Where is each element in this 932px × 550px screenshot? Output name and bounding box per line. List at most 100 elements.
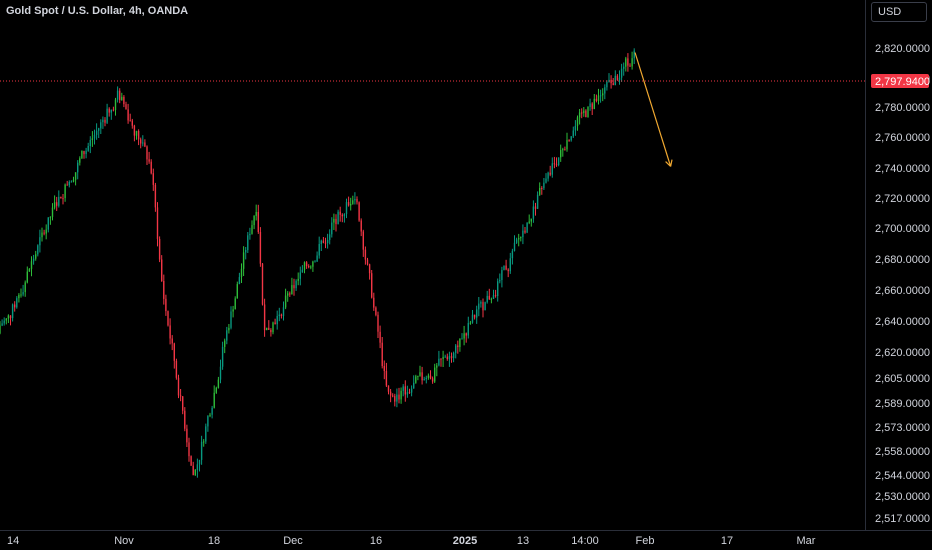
candle [81, 151, 83, 159]
candle [394, 396, 396, 402]
candle [20, 294, 22, 296]
time-tick-label: Mar [797, 535, 816, 547]
candle [528, 221, 530, 223]
candle [324, 242, 327, 244]
candle [423, 379, 425, 381]
price-axis[interactable]: 2,820.00002,800.00002,780.00002,760.0000… [865, 0, 931, 530]
candle [490, 298, 493, 300]
candle [177, 377, 180, 396]
candle [259, 232, 262, 264]
candle [1, 323, 3, 326]
projection-arrow[interactable] [634, 52, 673, 167]
candle [207, 416, 209, 427]
candle [137, 131, 140, 140]
candle [91, 138, 94, 140]
candle [446, 356, 448, 360]
price-tick-label: 2,680.0000 [875, 254, 930, 266]
candle [211, 407, 213, 415]
candle [228, 327, 230, 331]
candle [301, 269, 304, 273]
candle [482, 302, 484, 311]
candle [356, 199, 358, 203]
candle [198, 459, 201, 465]
candle [215, 387, 217, 393]
candle [226, 330, 228, 341]
candle [127, 109, 129, 121]
candle [299, 272, 301, 279]
candle [385, 371, 388, 386]
time-tick-label: 2025 [453, 535, 477, 547]
candle [368, 264, 371, 274]
candle [58, 196, 60, 206]
candle [322, 240, 325, 243]
candle [234, 298, 236, 310]
candle [194, 469, 196, 476]
candle [507, 269, 509, 272]
candle [448, 356, 451, 360]
candle [581, 112, 583, 114]
currency-selector[interactable]: USD [871, 2, 927, 22]
candle [32, 258, 35, 262]
candle [625, 58, 627, 67]
candle [305, 262, 308, 267]
candle [184, 410, 186, 429]
candle [343, 214, 346, 217]
candle [610, 79, 612, 84]
candle [261, 263, 264, 305]
time-axis[interactable]: 14 Nov 18 Dec 16 2025 13 14:00 Feb 17 Mar [0, 530, 932, 548]
candle [627, 58, 629, 66]
candle [274, 322, 276, 325]
candle [28, 268, 31, 272]
price-tick-label: 2,660.0000 [875, 285, 930, 297]
arrow-line[interactable] [634, 52, 672, 167]
current-price-label: 2,797.9400 [875, 76, 930, 88]
candle [30, 261, 33, 269]
time-tick-label: 17 [721, 535, 733, 547]
candle [429, 375, 432, 379]
candle [56, 202, 58, 206]
candle [413, 382, 415, 389]
candle [522, 230, 524, 238]
candle [402, 386, 404, 391]
candle [11, 304, 14, 319]
candle [604, 87, 606, 94]
candle [167, 311, 169, 326]
candle [614, 75, 616, 86]
candle [24, 282, 26, 293]
price-tick-label: 2,589.0000 [875, 398, 930, 410]
candle [337, 211, 339, 225]
candle [392, 395, 394, 397]
candle [106, 108, 108, 123]
candle [251, 225, 253, 234]
candle [125, 104, 127, 110]
candle [511, 250, 514, 259]
candle [77, 162, 79, 173]
candle [389, 391, 392, 396]
candle [16, 298, 18, 308]
candle [404, 386, 406, 395]
candle [35, 254, 37, 259]
candle [518, 238, 520, 240]
candle [135, 131, 138, 136]
candle [18, 294, 20, 299]
candle [463, 333, 465, 339]
candle [165, 298, 167, 312]
candle [68, 182, 70, 186]
candle [26, 271, 28, 283]
candle [62, 198, 64, 200]
candle [85, 150, 87, 154]
candle [232, 309, 234, 312]
candle [282, 307, 285, 316]
candle [203, 441, 205, 443]
candle [551, 163, 553, 175]
candle [102, 119, 104, 123]
candle [209, 414, 211, 417]
candle [190, 456, 192, 466]
candle [293, 285, 295, 289]
candle [360, 220, 362, 232]
candle [318, 244, 320, 256]
candle [314, 261, 316, 263]
candle [566, 140, 568, 150]
candle [576, 117, 579, 126]
